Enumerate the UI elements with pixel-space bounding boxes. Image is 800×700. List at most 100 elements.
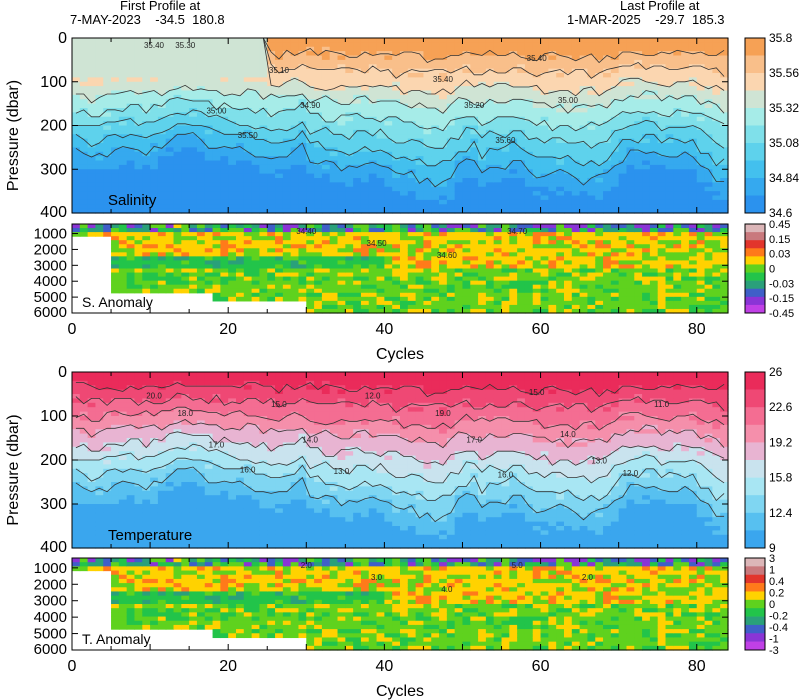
heatmap-cell bbox=[462, 199, 471, 205]
heatmap-cell bbox=[439, 288, 448, 294]
heatmap-cell bbox=[259, 138, 268, 144]
heatmap-cell bbox=[321, 169, 331, 175]
heatmap-cell bbox=[79, 94, 89, 100]
heatmap-cell bbox=[392, 151, 401, 157]
heatmap-cell bbox=[189, 81, 198, 87]
heatmap-cell bbox=[532, 147, 542, 153]
heatmap-cell bbox=[126, 77, 136, 83]
heatmap-cell bbox=[87, 224, 97, 229]
heatmap-cell bbox=[376, 236, 385, 241]
heatmap-cell bbox=[712, 195, 721, 201]
heatmap-cell bbox=[337, 296, 346, 302]
heatmap-cell bbox=[118, 169, 128, 175]
heatmap-cell bbox=[517, 86, 526, 92]
heatmap-cell bbox=[618, 228, 628, 233]
heatmap-cell bbox=[571, 308, 581, 314]
heatmap-cell bbox=[626, 204, 635, 210]
heatmap-cell bbox=[642, 46, 651, 52]
heatmap-cell bbox=[400, 288, 409, 294]
heatmap-cell bbox=[657, 204, 667, 210]
heatmap-cell bbox=[642, 228, 651, 233]
heatmap-cell bbox=[282, 77, 292, 83]
heatmap-cell bbox=[478, 138, 487, 144]
heatmap-cell bbox=[220, 90, 229, 96]
heatmap-cell bbox=[134, 182, 143, 188]
heatmap-cell bbox=[220, 236, 229, 241]
heatmap-cell bbox=[360, 264, 370, 270]
heatmap-cell bbox=[415, 276, 425, 282]
heatmap-cell bbox=[118, 125, 128, 131]
heatmap-cell bbox=[618, 296, 628, 302]
heatmap-cell bbox=[290, 186, 300, 192]
heatmap-cell bbox=[150, 112, 159, 118]
heatmap-cell bbox=[95, 81, 104, 87]
heatmap-cell bbox=[524, 195, 534, 201]
heatmap-cell bbox=[275, 64, 284, 70]
heatmap-cell bbox=[243, 156, 253, 162]
heatmap-cell bbox=[462, 191, 471, 197]
heatmap-cell bbox=[243, 199, 253, 205]
heatmap-cell bbox=[79, 186, 89, 192]
heatmap-cell bbox=[493, 173, 503, 179]
heatmap-cell bbox=[509, 151, 518, 157]
heatmap-cell bbox=[407, 288, 417, 294]
heatmap-cell bbox=[196, 151, 206, 157]
heatmap-cell bbox=[626, 81, 635, 87]
heatmap-cell bbox=[306, 256, 315, 262]
heatmap-cell bbox=[251, 108, 261, 113]
heatmap-cell bbox=[649, 304, 659, 310]
heatmap-cell bbox=[595, 224, 604, 229]
heatmap-cell bbox=[345, 280, 354, 286]
heatmap-cell bbox=[509, 208, 518, 214]
heatmap-cell bbox=[181, 73, 190, 78]
heatmap-cell bbox=[275, 68, 284, 74]
heatmap-cell bbox=[392, 147, 401, 153]
heatmap-cell bbox=[642, 147, 651, 153]
heatmap-cell bbox=[134, 164, 143, 170]
heatmap-cell bbox=[618, 186, 628, 192]
heatmap-cell bbox=[212, 268, 221, 274]
heatmap-cell bbox=[571, 112, 581, 118]
heatmap-cell bbox=[454, 81, 464, 87]
colorbar-tick-label: 35.8 bbox=[769, 31, 793, 45]
heatmap-cell bbox=[571, 64, 581, 70]
heatmap-cell bbox=[595, 94, 604, 100]
heatmap-cell bbox=[189, 236, 198, 241]
heatmap-cell bbox=[353, 228, 362, 233]
heatmap-cell bbox=[189, 121, 198, 127]
heatmap-cell bbox=[142, 129, 151, 135]
heatmap-cell bbox=[392, 94, 401, 100]
heatmap-cell bbox=[556, 304, 565, 310]
heatmap-cell bbox=[415, 164, 425, 170]
heatmap-cell bbox=[642, 151, 651, 157]
heatmap-cell bbox=[228, 186, 237, 192]
heatmap-cell bbox=[243, 224, 253, 229]
heatmap-cell bbox=[681, 272, 690, 278]
heatmap-cell bbox=[595, 160, 604, 166]
heatmap-cell bbox=[571, 240, 581, 245]
heatmap-cell bbox=[548, 224, 557, 229]
heatmap-cell bbox=[181, 264, 190, 270]
heatmap-cell bbox=[571, 191, 581, 197]
heatmap-cell bbox=[321, 272, 331, 278]
heatmap-cell bbox=[524, 256, 534, 262]
heatmap-cell bbox=[532, 288, 542, 294]
heatmap-cell bbox=[220, 151, 229, 157]
heatmap-cell bbox=[360, 284, 370, 290]
heatmap-cell bbox=[376, 208, 385, 214]
heatmap-cell bbox=[267, 232, 276, 237]
heatmap-cell bbox=[368, 260, 378, 266]
heatmap-cell bbox=[329, 173, 339, 179]
heatmap-cell bbox=[181, 244, 190, 249]
heatmap-cell bbox=[673, 134, 682, 140]
heatmap-cell bbox=[579, 248, 589, 253]
heatmap-cell bbox=[454, 125, 464, 131]
heatmap-cell bbox=[626, 77, 635, 83]
heatmap-cell bbox=[548, 94, 557, 100]
heatmap-cell bbox=[478, 288, 487, 294]
heatmap-cell bbox=[439, 276, 448, 282]
heatmap-cell bbox=[314, 121, 323, 127]
heatmap-cell bbox=[157, 94, 167, 100]
heatmap-cell bbox=[259, 73, 268, 78]
heatmap-cell bbox=[478, 42, 487, 48]
